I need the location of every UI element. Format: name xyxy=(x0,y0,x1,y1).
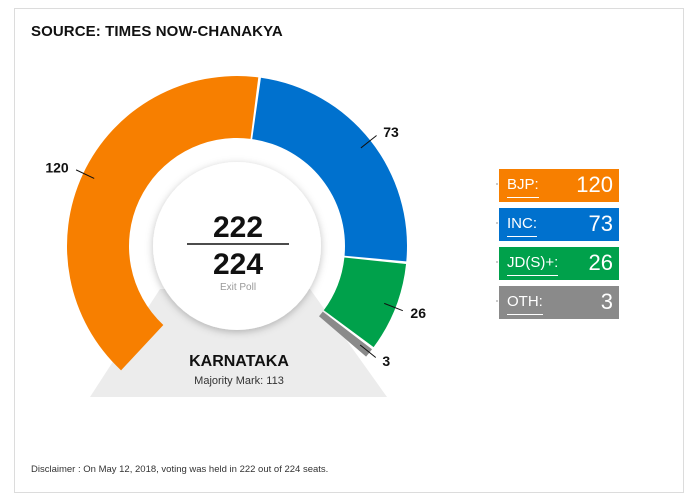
legend-label: JD(S)+: xyxy=(507,254,559,276)
legend-label: OTH: xyxy=(507,293,543,315)
legend-item-bjp: BJP: 120 xyxy=(496,169,619,202)
chart-source: SOURCE: TIMES NOW-CHANAKYA xyxy=(31,23,283,40)
exit-poll-caption: Exit Poll xyxy=(220,282,256,293)
legend-item-inc: INC: 73 xyxy=(496,208,619,241)
segment-value-label: 120 xyxy=(45,159,69,175)
legend-dot xyxy=(496,261,498,263)
legend-item-jds: JD(S)+: 26 xyxy=(496,247,619,280)
leader-line xyxy=(359,344,377,358)
leader-line xyxy=(384,302,404,312)
legend-value: 3 xyxy=(600,289,613,314)
leader-line xyxy=(75,169,95,179)
total-seats: 224 xyxy=(213,248,263,281)
disclaimer: Disclaimer : On May 12, 2018, voting was… xyxy=(31,464,329,475)
seat-donut-chart: 120 73 26 3 222 224 Exit Poll KARNATAKA Maj… xyxy=(45,75,426,397)
legend-item-oth: OTH: 3 xyxy=(496,286,619,319)
state-name: KARNATAKA xyxy=(189,353,289,370)
segment-value-label: 26 xyxy=(410,305,426,321)
segment-value-label: 3 xyxy=(382,353,390,369)
seats-declared: 222 xyxy=(213,211,263,244)
legend-dot xyxy=(496,183,498,185)
donut-segment-inc xyxy=(252,77,407,262)
center-disc xyxy=(153,162,321,330)
legend-dot xyxy=(496,300,498,302)
legend-value: 26 xyxy=(588,250,613,275)
legend-value: 73 xyxy=(588,211,613,236)
donut-segment-oth xyxy=(319,311,373,357)
majority-mark: Majority Mark: 113 xyxy=(194,375,284,387)
chart-frame: SOURCE: TIMES NOW-CHANAKYA 120 73 26 3 222 … xyxy=(14,8,684,493)
legend-label: BJP: xyxy=(507,176,539,198)
legend-dot xyxy=(496,222,498,224)
legend: BJP: 120 INC: 73 JD(S)+: 26 OTH: 3 xyxy=(496,169,619,325)
segment-value-label: 73 xyxy=(383,124,399,140)
donut-segment-jds xyxy=(323,257,407,348)
legend-label: INC: xyxy=(507,215,537,237)
pedestal-shape xyxy=(90,289,387,397)
legend-value: 120 xyxy=(576,172,613,197)
leader-line xyxy=(360,135,377,149)
donut-segment-bjp xyxy=(67,75,259,371)
